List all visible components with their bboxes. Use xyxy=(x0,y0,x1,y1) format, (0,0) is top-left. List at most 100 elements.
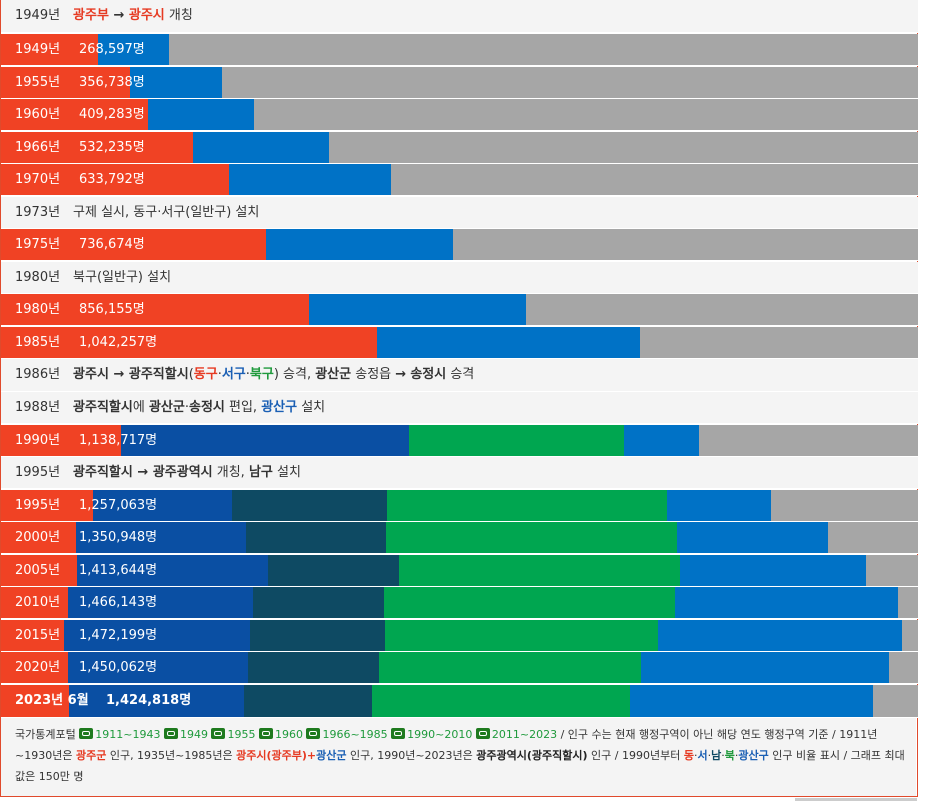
event-text-part: 광주직할시 xyxy=(128,367,189,382)
source-link-1[interactable]: 1949 xyxy=(179,728,208,741)
event-text-part: 광주시 xyxy=(128,8,165,23)
event-text-part: 광주시 xyxy=(73,367,109,382)
bar-row: 1955년 356,738명 xyxy=(1,67,918,99)
bar-year-label: 2015년 xyxy=(15,628,61,643)
event-text-part: 광산군 xyxy=(148,400,185,415)
bar-row: 2000년 1,350,948명 xyxy=(1,522,918,554)
bar-value-label: 1,350,948명 xyxy=(79,530,158,545)
total-bar xyxy=(1,294,309,325)
event-text-part: 광주광역시 xyxy=(152,465,213,480)
bar-value-label: 1,424,818명 xyxy=(106,693,192,708)
event-row: 1980년 북구(일반구) 설치 xyxy=(1,262,918,294)
bar-year-label: 1949년 xyxy=(15,42,61,57)
event-year: 1980년 xyxy=(15,270,61,285)
link-icon xyxy=(391,728,406,739)
bar-value-label: 1,466,143명 xyxy=(79,595,158,610)
link-icon xyxy=(258,728,273,739)
bar-year-label: 1995년 xyxy=(15,498,61,513)
bar-year-label: 2005년 xyxy=(15,563,61,578)
event-text-part: 동구 xyxy=(193,367,218,382)
event-text-part: 북구(일반구) 설치 xyxy=(73,270,172,285)
event-text-part: 북구 xyxy=(249,367,274,382)
total-bar xyxy=(1,67,130,98)
event-year: 1988년 xyxy=(15,400,61,415)
event-text-part: 광산구 xyxy=(261,400,298,415)
note-dot: · xyxy=(721,749,725,762)
event-text-part: 서구 xyxy=(221,367,246,382)
bar-value-label: 736,674명 xyxy=(79,237,145,252)
bar-value-label: 1,257,063명 xyxy=(79,498,158,513)
event-row: 1995년 광주직할시 → 광주광역시 개칭, 남구 설치 xyxy=(1,457,918,489)
bar-value-label: 1,413,644명 xyxy=(79,563,158,578)
source-label: 국가통계포털 xyxy=(15,728,76,741)
bar-value-label: 356,738명 xyxy=(79,75,145,90)
event-text: 1995년 광주직할시 → 광주광역시 개칭, 남구 설치 xyxy=(15,457,301,488)
note-gwangsan: 광산구 xyxy=(738,749,769,762)
bar-value-label: 409,283명 xyxy=(79,107,145,122)
event-text-part: ) 승격, xyxy=(273,367,316,382)
horizontal-scrollbar[interactable] xyxy=(795,798,917,801)
event-text-part: → xyxy=(108,367,129,382)
event-text-part: · xyxy=(184,400,189,415)
event-text: 1949년 광주부 → 광주시 개칭 xyxy=(15,0,193,32)
note-gun: 광주군 xyxy=(75,749,107,762)
event-row: 1973년 구제 실시, 동구·서구(일반구) 설치 xyxy=(1,197,918,229)
total-bar xyxy=(1,685,69,717)
source-link-2[interactable]: 1955 xyxy=(227,728,256,741)
note-nam: 남 xyxy=(711,749,722,762)
event-text-part: 송정시 xyxy=(188,400,225,415)
bar-year-label: 1990년 xyxy=(15,433,61,448)
event-text-part: 에 xyxy=(132,400,149,415)
bar-value-label: 532,235명 xyxy=(79,140,145,155)
note-text-a: / 인구 수는 현재 행정구역이 아닌 해당 연도 행정구역 기준 / 1911… xyxy=(15,728,878,762)
event-text: 1986년 광주시 → 광주직할시(동구·서구·북구) 승격, 광산군 송정읍 →… xyxy=(15,359,474,391)
source-link-3[interactable]: 1960 xyxy=(274,728,303,741)
event-text-part: 광산군 xyxy=(315,367,352,382)
link-icon xyxy=(306,728,321,739)
event-text: 1980년 북구(일반구) 설치 xyxy=(15,262,172,293)
event-text-part: 설치 xyxy=(297,400,326,415)
event-row: 1949년 광주부 → 광주시 개칭 xyxy=(1,0,918,33)
bar-row: 1949년 268,597명 xyxy=(1,34,918,66)
total-bar xyxy=(1,229,266,260)
source-link-4[interactable]: 1966~1985 xyxy=(322,728,388,741)
bar-row: 2023년 6월 1,424,818명 xyxy=(1,685,918,718)
note-dot: · xyxy=(693,749,698,762)
bar-row: 1975년 736,674명 xyxy=(1,229,918,261)
bar-year-label: 1960년 xyxy=(15,107,61,122)
source-link-6[interactable]: 2011~2023 xyxy=(491,728,558,741)
event-text-part: → xyxy=(108,8,129,23)
bar-year-label: 1955년 xyxy=(15,75,61,90)
chart-footnote: 국가통계포털 1911~1943 1949 1955 1960 1966~198… xyxy=(1,718,916,796)
total-bar xyxy=(1,34,98,65)
note-text-c: 인구, 1990년~2023년은 xyxy=(346,749,477,762)
bar-year-label: 1966년 xyxy=(15,140,61,155)
event-text-part: ( xyxy=(188,367,194,382)
total-bar xyxy=(1,132,193,163)
event-row: 1986년 광주시 → 광주직할시(동구·서구·북구) 승격, 광산군 송정읍 →… xyxy=(1,359,918,392)
event-year: 1986년 xyxy=(15,367,61,382)
note-seo: 서 xyxy=(697,749,708,762)
event-row: 1988년 광주직할시에 광산군·송정시 편입, 광산구 설치 xyxy=(1,392,918,424)
source-link-0[interactable]: 1911~1943 xyxy=(95,728,161,741)
event-text-part: 승격 xyxy=(446,367,475,382)
link-icon xyxy=(163,728,178,739)
bar-year-label: 2000년 xyxy=(15,530,61,545)
bar-row: 1970년 633,792명 xyxy=(1,164,918,196)
event-text-part: 개칭, xyxy=(212,465,249,480)
bar-row: 2020년 1,450,062명 xyxy=(1,652,918,684)
bar-row: 1966년 532,235명 xyxy=(1,132,918,164)
source-links: 1911~1943 1949 1955 1960 1966~1985 1990~… xyxy=(79,728,560,741)
bar-year-label: 2010년 xyxy=(15,595,61,610)
event-text-part: 편입, xyxy=(224,400,262,415)
bar-year-label: 1985년 xyxy=(15,335,61,350)
total-bar xyxy=(1,620,64,651)
bar-row: 2010년 1,466,143명 xyxy=(1,587,918,619)
source-link-5[interactable]: 1990~2010 xyxy=(407,728,473,741)
event-text: 1973년 구제 실시, 동구·서구(일반구) 설치 xyxy=(15,197,259,228)
event-text-part: 송정읍 xyxy=(351,367,396,382)
bar-row: 1960년 409,283명 xyxy=(1,99,918,131)
bar-year-label: 1980년 xyxy=(15,302,61,317)
event-text-part: 광주직할시 xyxy=(73,465,133,480)
bar-value-label: 1,138,717명 xyxy=(79,433,158,448)
